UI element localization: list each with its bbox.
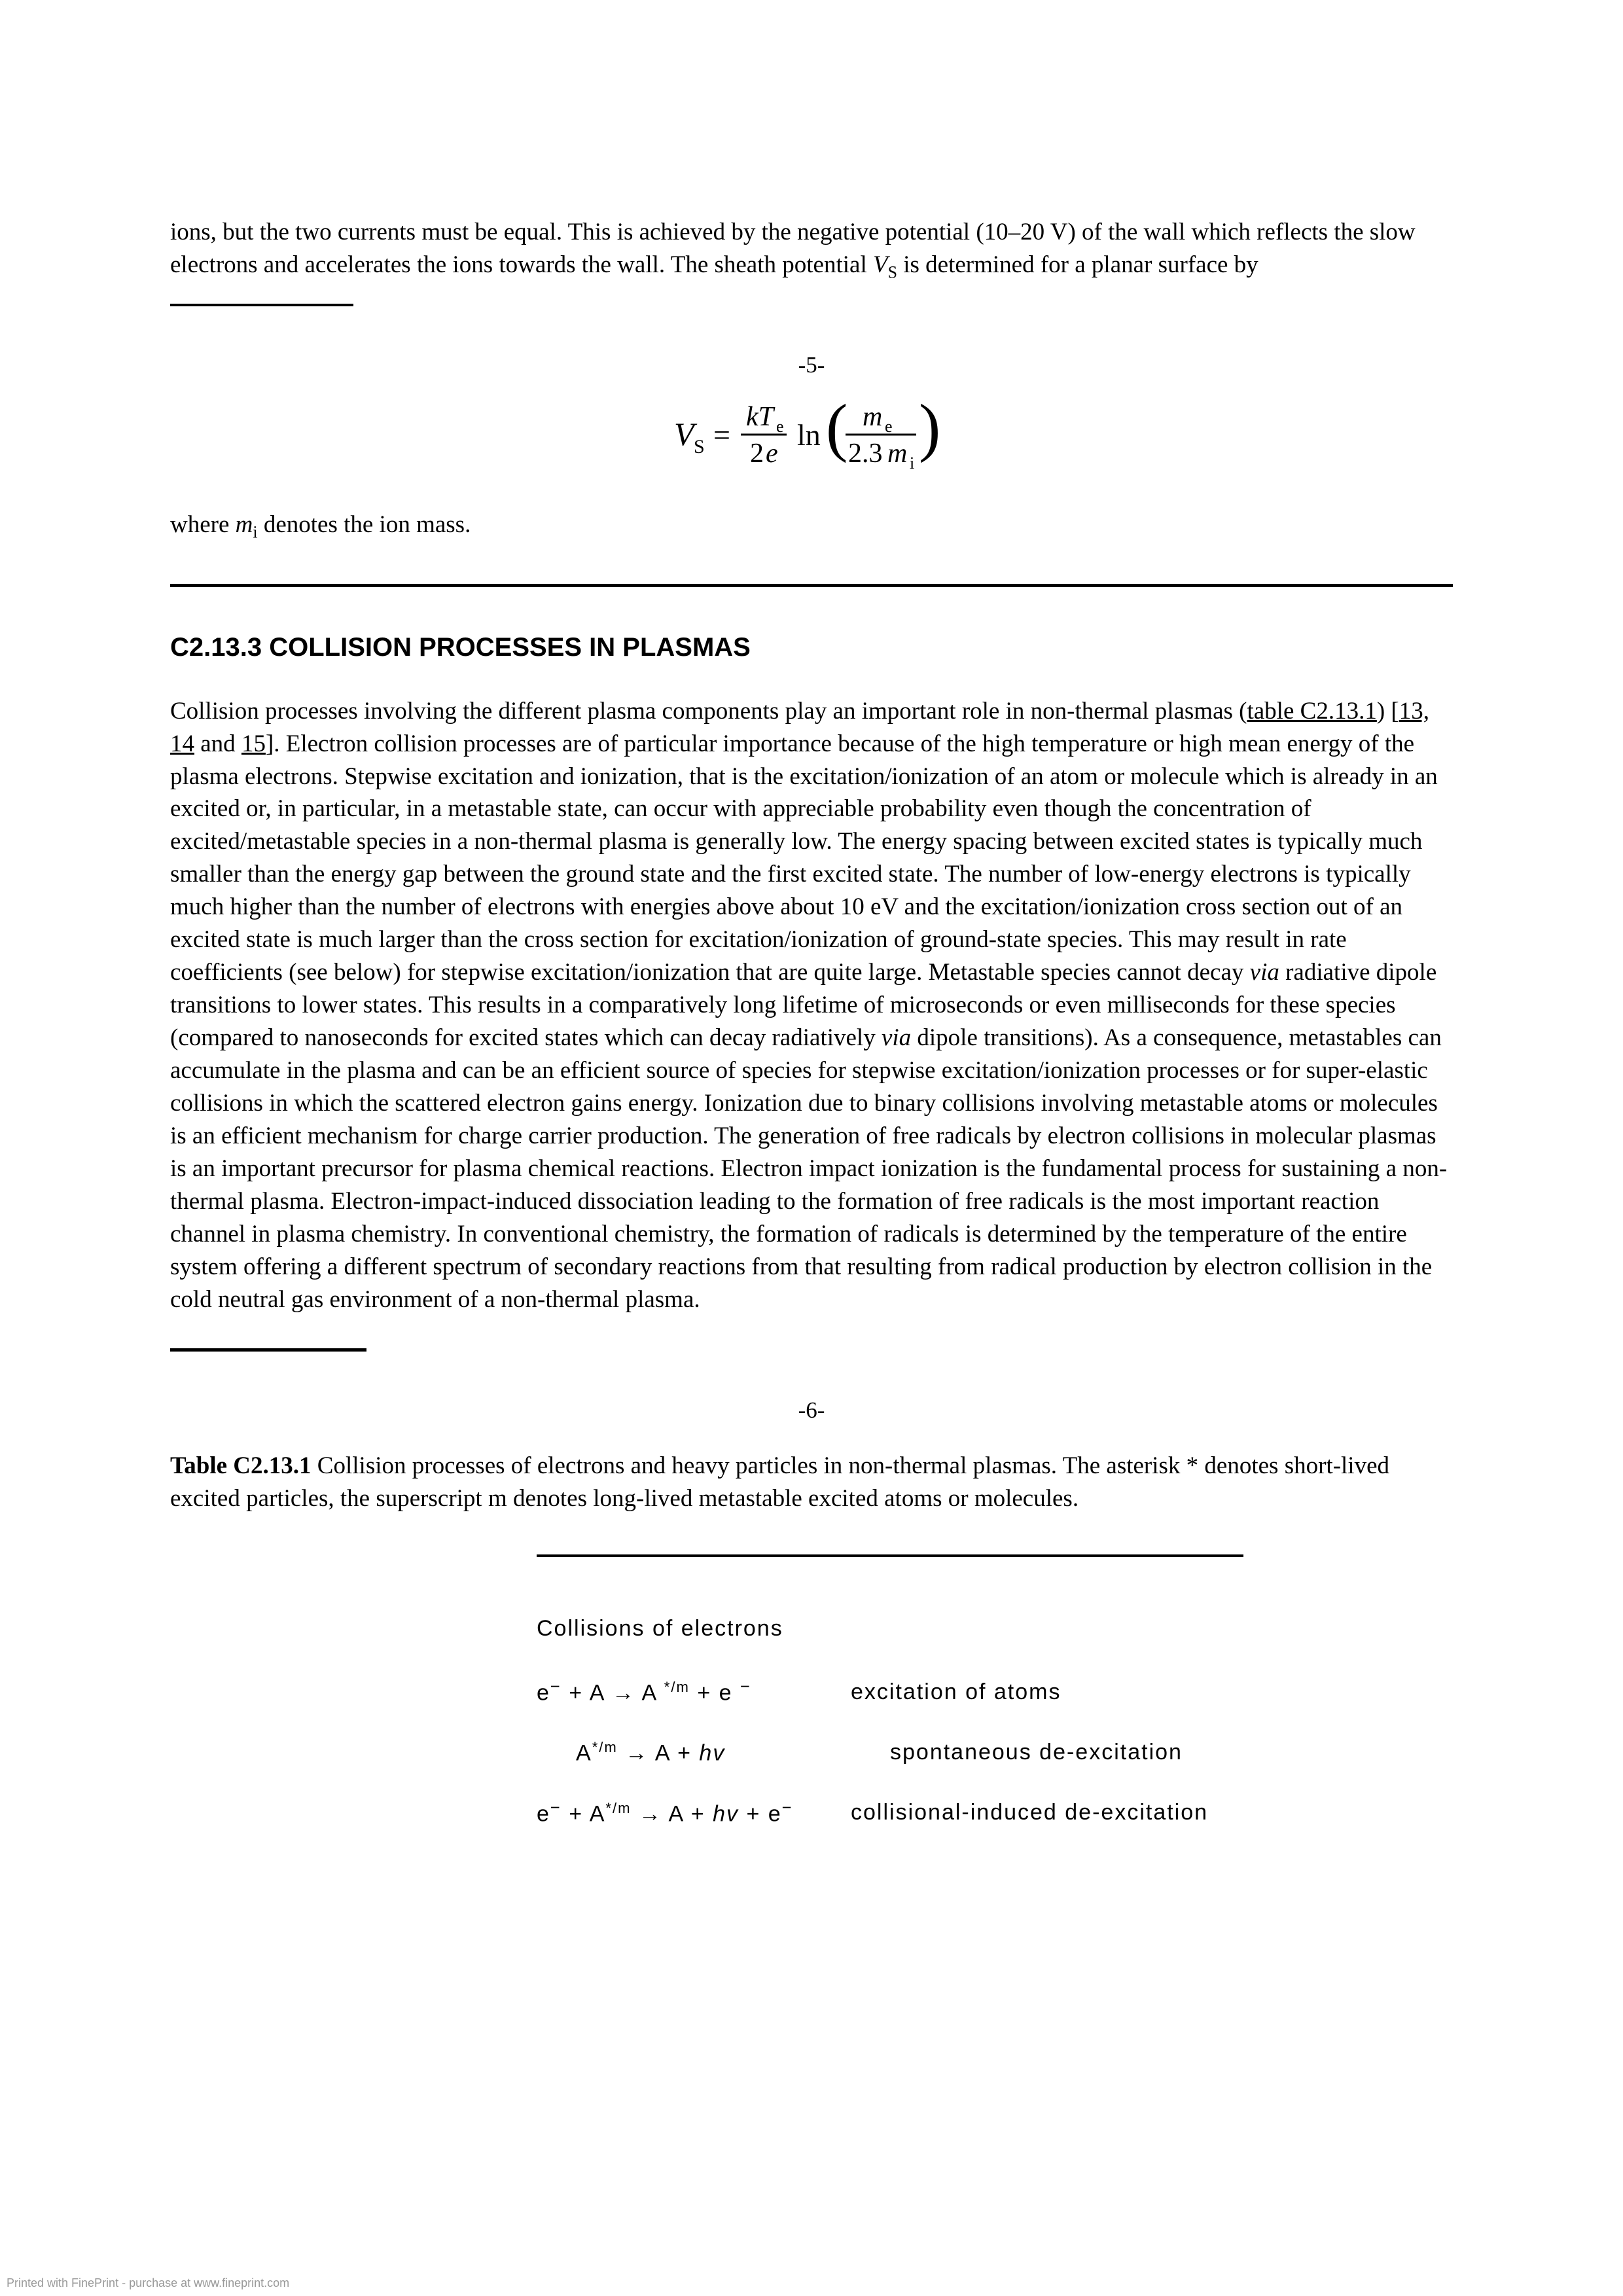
- svg-text:ln: ln: [797, 418, 821, 452]
- svg-text:): ): [919, 394, 940, 463]
- link-ref-14[interactable]: 14: [170, 730, 194, 757]
- svg-text:=: =: [713, 418, 730, 452]
- reaction-row: A*/m → A + hvspontaneous de-excitation: [537, 1739, 1243, 1766]
- svg-text:e: e: [885, 417, 893, 436]
- svg-text:m: m: [863, 402, 882, 432]
- svg-text:2.3: 2.3: [848, 439, 883, 469]
- reaction-row: e− + A → A */m + e −excitation of atoms: [537, 1677, 1243, 1706]
- sheath-equation: V S = kT e 2 e ln ( m e 2.3 m i ): [170, 394, 1453, 482]
- svg-text:m: m: [887, 439, 907, 469]
- table-caption-text: Collision processes of electrons and hea…: [170, 1452, 1389, 1512]
- link-table[interactable]: table C2.13.1: [1247, 698, 1376, 725]
- link-ref-15[interactable]: 15: [241, 730, 266, 757]
- svg-text:S: S: [694, 436, 705, 457]
- post-eq-var: m: [236, 511, 253, 538]
- intro-var-sub: S: [888, 262, 897, 281]
- via-2: via: [882, 1024, 911, 1051]
- svg-text:2: 2: [750, 439, 764, 469]
- reaction-row: e− + A*/m → A + hv + e−collisional-induc…: [537, 1799, 1243, 1827]
- intro-paragraph: ions, but the two currents must be equal…: [170, 216, 1453, 284]
- page-marker-5: -5-: [170, 352, 1453, 378]
- post-eq-sub: i: [253, 523, 257, 542]
- post-equation-text: where mi denotes the ion mass.: [170, 509, 1453, 544]
- page-marker-6: -6-: [170, 1397, 1453, 1424]
- mp-5: ]. Electron collision processes are of p…: [170, 730, 1438, 986]
- mp-1: Collision processes involving the differ…: [170, 698, 1247, 725]
- reaction-table: Collisions of electrons e− + A → A */m +…: [537, 1554, 1243, 1827]
- table-heading: Collisions of electrons: [537, 1616, 1243, 1641]
- svg-text:i: i: [910, 454, 914, 473]
- section-heading: C2.13.3 COLLISION PROCESSES IN PLASMAS: [170, 633, 1453, 662]
- via-1: via: [1250, 959, 1279, 986]
- table-rule: [537, 1554, 1243, 1557]
- divider-full: [170, 584, 1453, 587]
- svg-text:kT: kT: [746, 402, 776, 432]
- link-ref-13[interactable]: 13,: [1399, 698, 1429, 725]
- post-eq-tail: denotes the ion mass.: [258, 511, 471, 538]
- table-caption-label: Table C2.13.1: [170, 1452, 312, 1479]
- table-caption: Table C2.13.1 Collision processes of ele…: [170, 1450, 1453, 1515]
- divider-short: [170, 304, 353, 306]
- reaction-label: collisional-induced de-excitation: [851, 1800, 1208, 1825]
- reaction-label: excitation of atoms: [851, 1679, 1061, 1705]
- svg-text:e: e: [766, 439, 778, 469]
- post-eq-pre: where: [170, 511, 236, 538]
- mp-2: ) [: [1377, 698, 1399, 725]
- mp-7: dipole transitions). As a consequence, m…: [170, 1024, 1447, 1313]
- reaction-formula: e− + A → A */m + e −: [537, 1677, 851, 1706]
- reaction-formula: A*/m → A + hv: [537, 1739, 890, 1766]
- mp-4: and: [194, 730, 241, 757]
- main-paragraph: Collision processes involving the differ…: [170, 695, 1453, 1316]
- divider-short-2: [170, 1348, 366, 1352]
- footer-credit: Printed with FinePrint - purchase at www…: [7, 2276, 289, 2290]
- svg-text:e: e: [776, 417, 784, 436]
- reaction-label: spontaneous de-excitation: [890, 1740, 1183, 1765]
- intro-text-2: is determined for a planar surface by: [897, 251, 1258, 278]
- svg-text:(: (: [826, 394, 847, 463]
- intro-var: V: [873, 251, 888, 278]
- reaction-formula: e− + A*/m → A + hv + e−: [537, 1799, 851, 1827]
